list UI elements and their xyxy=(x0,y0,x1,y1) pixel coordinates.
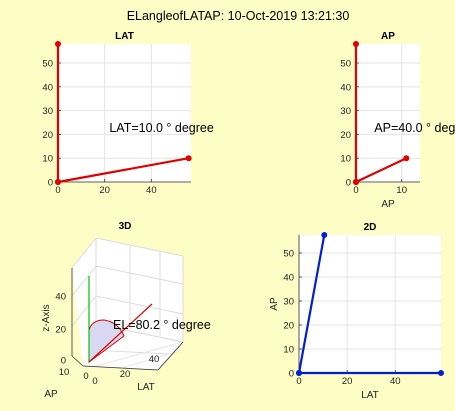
lat-x-tick-label: 0 xyxy=(55,185,60,196)
lat-y-tick-label: 10 xyxy=(42,154,53,165)
3d-x-tick-label: 0 xyxy=(92,376,97,387)
3d-y-tick-label: 0 xyxy=(83,371,88,382)
3d-z-tick-label: 40 xyxy=(55,292,66,303)
ap-annotation: AP=40.0 ° degree xyxy=(374,121,455,135)
lat-series-line xyxy=(57,157,189,184)
ap-y-tick-label: 30 xyxy=(340,106,351,117)
2d-data-point xyxy=(296,370,302,376)
ap-x-tick-label: 10 xyxy=(396,185,407,196)
2d-x-tick-label: 40 xyxy=(390,376,401,387)
3d-z-axis-label: z-Axis xyxy=(41,304,52,331)
3d-grid-line xyxy=(71,295,97,327)
3d-y-axis-label: AP xyxy=(44,389,58,400)
lat-axes-title: LAT xyxy=(115,31,134,42)
2d-y-tick-label: 40 xyxy=(283,273,294,284)
3d-annotation: EL=80.2 ° degree xyxy=(113,318,211,332)
ap-data-point xyxy=(403,155,410,162)
2d-plot-area xyxy=(299,235,441,373)
lat-y-tick-label: 40 xyxy=(42,82,53,93)
ap-x-tick-label: 0 xyxy=(353,185,358,196)
lat-data-point xyxy=(185,155,192,162)
3d-angle-patch xyxy=(88,319,125,363)
lat-y-tick-label: 30 xyxy=(42,106,53,117)
3d-grid-line xyxy=(95,341,184,367)
2d-y-tick-label: 20 xyxy=(283,321,294,332)
3d-el-vector xyxy=(88,303,153,363)
3d-y-tick-label: 10 xyxy=(59,367,70,378)
ap-x-axis-label: AP xyxy=(381,199,395,210)
2d-x-tick-label: 20 xyxy=(342,376,353,387)
3d-grid-line xyxy=(71,265,97,297)
3d-x-axis-line xyxy=(82,365,159,371)
2d-y-tick-label: 30 xyxy=(283,297,294,308)
lat-annotation: LAT=10.0 ° degree xyxy=(109,121,214,135)
3d-y-axis-line xyxy=(71,355,84,367)
3d-grid-line xyxy=(95,237,184,257)
2d-data-point xyxy=(321,232,328,238)
2d-axes: 0 20 40 0 10 20 30 40 50 2D LAT AP xyxy=(269,222,444,401)
3d-grid-line xyxy=(71,237,97,269)
3d-x-axis-line xyxy=(157,341,184,371)
lat-axes: 0 20 40 0 10 20 30 40 50 LAT LAT=10.0 ° degree xyxy=(42,31,213,196)
ap-plot-area xyxy=(356,44,420,182)
ap-y-tick-label: 0 xyxy=(346,178,351,189)
lat-y-tick-label: 20 xyxy=(42,130,53,141)
2d-x-tick-label: 0 xyxy=(296,376,301,387)
2d-y-tick-label: 50 xyxy=(283,249,294,260)
ap-y-tick-label: 20 xyxy=(340,130,351,141)
ap-data-point xyxy=(353,41,359,47)
ap-y-tick-label: 40 xyxy=(340,82,351,93)
3d-x-axis-label: LAT xyxy=(137,382,155,393)
ap-y-tick-label: 10 xyxy=(340,154,351,165)
3d-z-tick-label: 0 xyxy=(61,356,66,367)
lat-data-point xyxy=(55,179,61,185)
3d-x-tick-label: 40 xyxy=(149,354,160,365)
ap-axes: 0 10 0 10 20 30 40 50 AP AP AP=40.0 ° degree xyxy=(340,31,455,210)
3d-grid-line xyxy=(95,295,184,315)
ap-data-point xyxy=(353,179,359,185)
lat-y-tick-label: 50 xyxy=(42,59,53,70)
2d-axes-title: 2D xyxy=(364,222,377,233)
lat-x-tick-label: 20 xyxy=(99,185,110,196)
2d-x-axis-label: LAT xyxy=(361,390,379,401)
lat-y-tick-label: 0 xyxy=(48,178,53,189)
figure-title: ELangleofLATAP: 10-Oct-2019 13:21:30 xyxy=(127,9,350,23)
2d-y-tick-label: 0 xyxy=(289,369,294,380)
ap-series-line xyxy=(355,157,407,183)
3d-x-tick-label: 20 xyxy=(120,369,131,380)
lat-plot-area xyxy=(58,44,191,182)
2d-data-point xyxy=(438,370,444,376)
lat-x-tick-label: 40 xyxy=(146,185,157,196)
2d-y-axis-label: AP xyxy=(269,297,280,311)
2d-series-line xyxy=(297,234,441,375)
ap-axes-title: AP xyxy=(381,31,395,42)
3d-grid-line xyxy=(95,265,184,285)
lat-data-point xyxy=(55,41,61,47)
3d-z-tick-label: 20 xyxy=(55,325,66,336)
ap-y-tick-label: 50 xyxy=(340,59,351,70)
3d-axes-title: 3D xyxy=(119,221,132,232)
2d-y-tick-label: 10 xyxy=(283,345,294,356)
